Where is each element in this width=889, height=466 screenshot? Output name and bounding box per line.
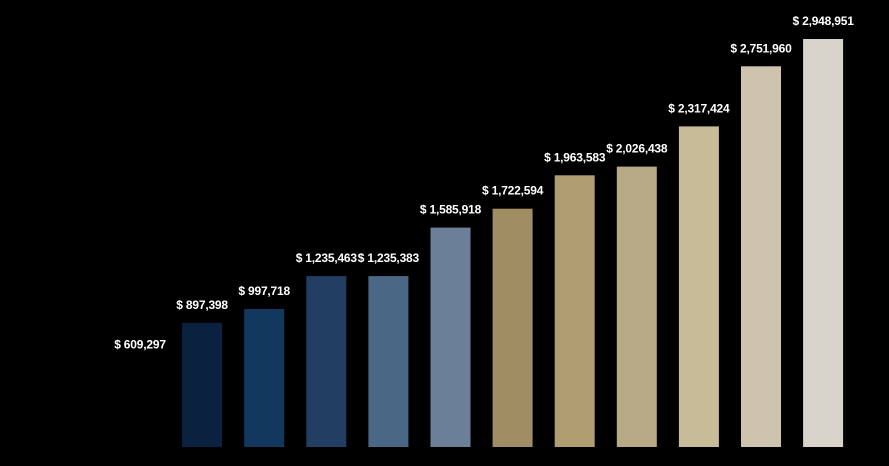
bar-11 (741, 66, 781, 448)
bar-5 (368, 276, 409, 447)
data-label-2: $ 897,398 (176, 298, 228, 312)
data-label-10: $ 2,317,424 (668, 101, 730, 115)
data-label-6: $ 1,585,918 (420, 203, 482, 217)
data-label-11: $ 2,751,960 (730, 41, 792, 55)
bar-10 (678, 126, 719, 448)
bar-2 (182, 322, 223, 447)
data-label-4: $ 1,235,463 (296, 251, 358, 265)
data-label-9: $ 2,026,438 (606, 142, 668, 156)
data-label-8: $ 1,963,583 (544, 150, 606, 164)
bar-9 (616, 166, 657, 447)
bar-8 (554, 175, 595, 448)
bars-group (120, 39, 844, 448)
data-label-5: $ 1,235,383 (358, 251, 420, 265)
bar-1 (120, 362, 160, 447)
bar-4 (306, 276, 347, 447)
bar-7 (492, 208, 533, 447)
data-label-1: $ 609,297 (114, 338, 166, 352)
bar-6 (430, 227, 471, 447)
bar-12 (803, 39, 844, 447)
bar-3 (244, 309, 285, 447)
data-label-12: $ 2,948,951 (792, 14, 854, 28)
data-label-7: $ 1,722,594 (482, 184, 544, 198)
data-labels-group: $ 609,297$ 897,398$ 997,718$ 1,235,463 $ … (113, 13, 856, 353)
data-label-3: $ 997,718 (238, 284, 290, 298)
